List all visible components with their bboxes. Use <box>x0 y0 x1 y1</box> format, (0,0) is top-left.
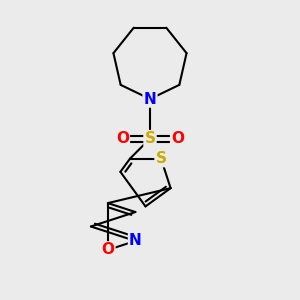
Text: N: N <box>129 233 142 248</box>
Text: S: S <box>155 151 167 166</box>
Text: S: S <box>145 131 155 146</box>
Text: O: O <box>116 131 129 146</box>
Text: N: N <box>144 92 156 106</box>
Text: O: O <box>101 242 114 257</box>
Text: O: O <box>171 131 184 146</box>
